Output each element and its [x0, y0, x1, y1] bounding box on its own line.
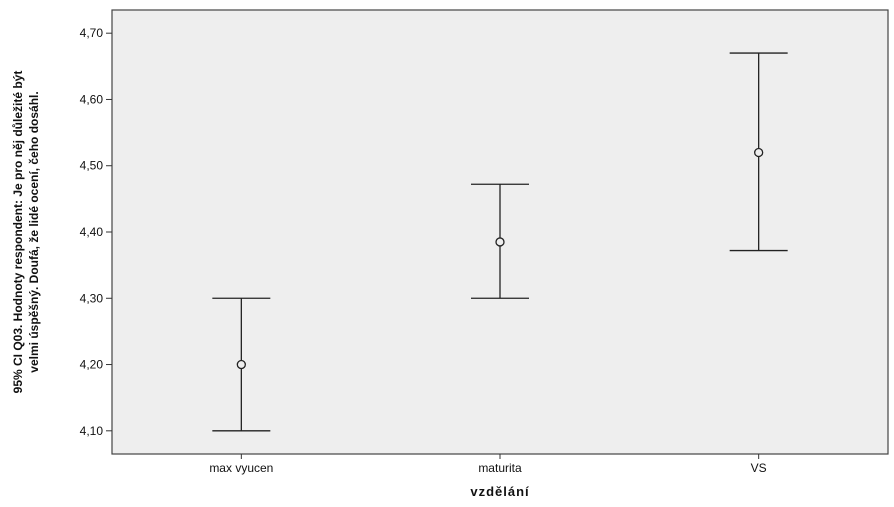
y-tick-label: 4,60 [80, 92, 104, 106]
y-tick-label: 4,20 [80, 358, 104, 372]
x-tick-label: VS [751, 461, 767, 475]
y-axis-title: 95% CI Q03. Hodnoty respondent: Je pro n… [11, 71, 41, 394]
y-tick-label: 4,30 [80, 291, 104, 305]
error-bar-group [729, 52, 788, 252]
x-axis-title: vzdělání [470, 484, 529, 499]
x-tick-label: max vyucen [209, 461, 273, 475]
error-bar-group [212, 297, 271, 432]
y-tick-label: 4,40 [80, 225, 104, 239]
y-axis-title-line-2: velmi úspěšný. Doufá, že lidé ocení, čeh… [27, 91, 41, 372]
error-bar-group [471, 183, 529, 299]
y-axis-title-line-1: 95% CI Q03. Hodnoty respondent: Je pro n… [11, 71, 25, 394]
x-tick-label: maturita [478, 461, 522, 475]
y-tick-label: 4,70 [80, 26, 104, 40]
error-bars [212, 52, 788, 432]
y-tick-label: 4,50 [80, 159, 104, 173]
mean-marker [754, 147, 764, 158]
mean-marker [495, 237, 505, 247]
y-tick-label: 4,10 [80, 424, 104, 438]
x-axis: max vyucen maturita VS [209, 454, 767, 475]
mean-marker [236, 359, 246, 370]
y-axis: 4,10 4,20 4,30 4,40 4,50 4,60 4,70 [80, 26, 112, 438]
